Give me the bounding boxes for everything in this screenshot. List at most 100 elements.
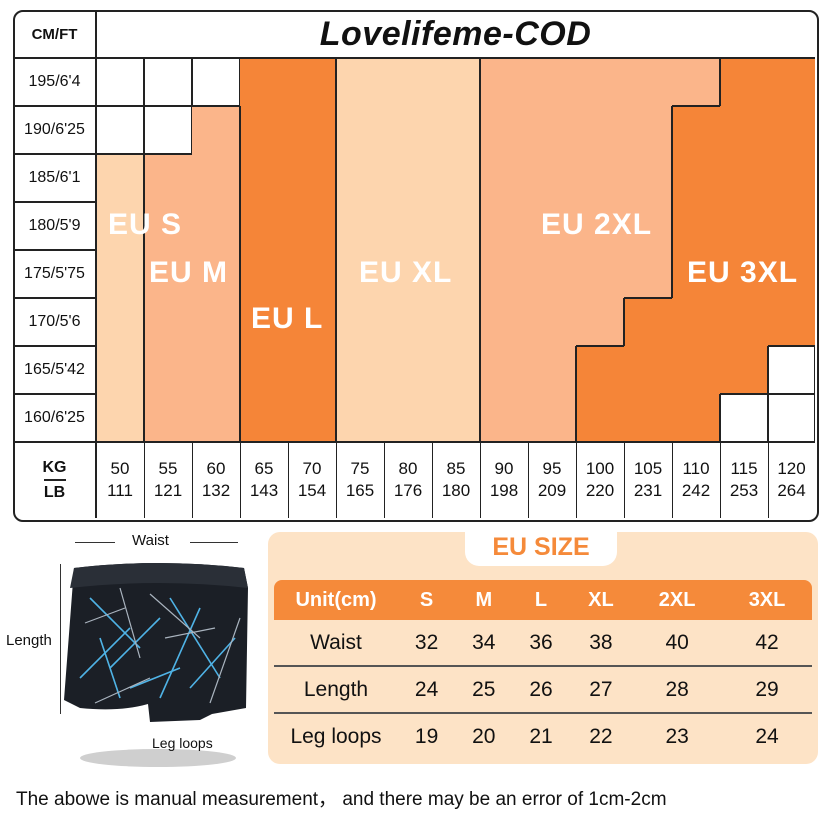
size-zone-cell (480, 298, 528, 346)
weight-kg: 80 (398, 459, 418, 478)
size-zone-cell (720, 58, 768, 106)
size-zone-cell (96, 394, 144, 442)
size-zone-label: EU L (251, 302, 324, 335)
weight-column-divider (383, 442, 385, 518)
eu-size-cell: 24 (398, 666, 456, 714)
eu-size-cell: 21 (529, 724, 553, 748)
eu-size-row-label: Length (274, 666, 398, 714)
size-zone-cell (288, 58, 336, 106)
zone-border (335, 202, 337, 250)
height-row-label: 170/5'6 (28, 313, 81, 330)
eu-size-column-header: S (398, 580, 456, 620)
height-row-label: 175/5'75 (24, 265, 85, 282)
weight-kg: 105 (633, 459, 663, 478)
weight-lb: 143 (249, 481, 279, 500)
weight-lb: 209 (537, 481, 567, 500)
size-zone-cell (288, 250, 336, 298)
weight-column-divider (767, 442, 769, 518)
weight-header: KG LB (13, 442, 96, 518)
weight-lb: 220 (585, 481, 615, 500)
size-zone-cell (240, 394, 288, 442)
size-zone-cell (480, 154, 528, 202)
eu-size-cell: 27 (569, 666, 633, 714)
size-zone-cell (336, 394, 384, 442)
size-zone-cell (432, 106, 480, 154)
size-zone-cell (480, 394, 528, 442)
size-zone-cell (672, 58, 720, 106)
eu-size-panel: EU SIZE Unit(cm) S M L XL 2XL 3XL Waist 32 34 36 3… (268, 528, 818, 764)
weight-lb: 165 (345, 481, 375, 500)
size-zone-cell (672, 250, 720, 298)
weight-kg: 60 (206, 459, 226, 478)
weight-kg: 95 (542, 459, 562, 478)
size-zone-cell (624, 346, 672, 394)
size-zone-cell (720, 202, 768, 250)
zone-border (576, 345, 624, 347)
size-zone-cell (336, 58, 384, 106)
size-zone-cell (96, 154, 144, 202)
eu-size-cell: 25 (455, 666, 513, 714)
size-zone-cell (288, 106, 336, 154)
size-zone-cell (384, 154, 432, 202)
eu-size-cell: 23 (665, 724, 689, 748)
size-zone-cell (720, 154, 768, 202)
eu-size-row: Length 24 25 26 27 28 29 (274, 666, 812, 714)
brand-title: Lovelifeme-COD (319, 14, 592, 53)
size-zone-cell (240, 298, 288, 346)
height-row-label: 165/5'42 (24, 361, 85, 378)
zone-border (335, 154, 337, 202)
size-zone-cell (672, 298, 720, 346)
boxer-pattern (79, 597, 236, 699)
size-zone-cell (384, 106, 432, 154)
size-zone-cell (720, 346, 768, 394)
size-zone-cell (720, 106, 768, 154)
size-zone-cell (576, 202, 624, 250)
size-zone-cell (96, 202, 144, 250)
eu-size-cell: 28 (632, 666, 723, 714)
eu-size-column-header: M (455, 580, 513, 620)
weight-header-kg: KG (42, 459, 67, 476)
zone-border (144, 153, 192, 155)
zone-border (479, 298, 481, 346)
size-zone-cell (624, 250, 672, 298)
weight-lb: 253 (729, 481, 759, 500)
size-zone-cell (192, 346, 240, 394)
size-zone-cell (336, 106, 384, 154)
zone-border (479, 250, 481, 298)
size-zone-cell (528, 250, 576, 298)
product-shadow (80, 749, 236, 767)
size-zone-cell (720, 298, 768, 346)
zone-border (720, 393, 768, 395)
weight-column-divider (143, 442, 145, 518)
weight-column-divider (431, 442, 433, 518)
header-divider (13, 57, 815, 59)
eu-size-cell: 42 (722, 620, 812, 667)
size-zone-cell (624, 394, 672, 442)
size-zone-cell (576, 250, 624, 298)
row-divider (13, 201, 96, 203)
size-zone-cell (192, 106, 240, 154)
zone-border (143, 346, 145, 394)
row-divider (13, 105, 96, 107)
size-zone-cell (384, 394, 432, 442)
zone-border (239, 250, 241, 298)
weight-label: 120 264 (768, 442, 815, 518)
size-zone-cell (768, 154, 815, 202)
weight-label: 50 111 (96, 442, 144, 518)
row-divider (13, 393, 96, 395)
zone-border (335, 58, 337, 106)
zone-border (239, 298, 241, 346)
size-zone-cell (432, 202, 480, 250)
size-zone-cell (480, 106, 528, 154)
weight-kg: 55 (158, 459, 178, 478)
weight-kg: 90 (494, 459, 514, 478)
waist-dimension-line-left (75, 542, 115, 543)
size-zone-cell (336, 202, 384, 250)
size-zone-cell (192, 394, 240, 442)
zone-border (575, 394, 577, 442)
height-row-label: 185/6'1 (28, 169, 81, 186)
weight-column-divider (239, 442, 241, 518)
size-zone-cell (384, 250, 432, 298)
size-zone-cell (384, 58, 432, 106)
weight-label: 80 176 (384, 442, 432, 518)
